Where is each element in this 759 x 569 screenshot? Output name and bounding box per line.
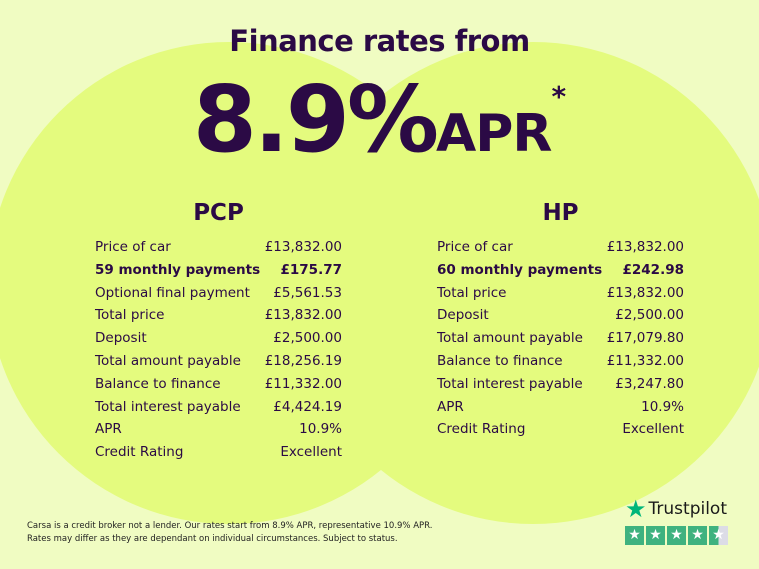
table-row: Total interest payable £3,247.80 xyxy=(437,373,684,396)
table-row: Credit Rating Excellent xyxy=(437,418,684,441)
table-row: Price of car £13,832.00 xyxy=(95,236,342,259)
pcp-heading: PCP xyxy=(193,200,244,226)
row-value: Excellent xyxy=(622,421,684,438)
table-row: Deposit £2,500.00 xyxy=(437,304,684,327)
row-label: Balance to finance xyxy=(437,352,563,369)
row-label: Deposit xyxy=(437,307,489,324)
row-value: £3,247.80 xyxy=(615,375,684,392)
row-value: £13,832.00 xyxy=(606,239,684,255)
trustpilot-logo: ★ Trustpilot xyxy=(625,495,728,523)
row-value: 10.9% xyxy=(299,421,342,438)
row-value: £4,424.19 xyxy=(273,398,342,415)
row-label: Price of car xyxy=(437,239,513,255)
headline-rate: 8.9%APR* xyxy=(0,66,759,173)
row-value: £175.77 xyxy=(280,261,343,278)
disclaimer-line-2: Rates may differ as they are dependant o… xyxy=(27,534,398,544)
row-label: Total interest payable xyxy=(437,375,583,392)
row-label: APR xyxy=(95,421,122,438)
table-row: Total amount payable £18,256.19 xyxy=(95,350,342,373)
row-value: £11,332.00 xyxy=(264,375,342,392)
row-label: Credit Rating xyxy=(95,444,184,461)
rating-star-icon: ★ xyxy=(667,526,686,545)
table-row: Balance to finance £11,332.00 xyxy=(95,373,342,396)
headline: Finance rates from xyxy=(229,24,530,58)
table-row: Price of car £13,832.00 xyxy=(437,236,684,259)
apr-label: APR xyxy=(436,104,552,164)
row-label: Total interest payable xyxy=(95,398,241,415)
row-value: Excellent xyxy=(280,444,342,461)
row-label: Balance to finance xyxy=(95,375,221,392)
row-value: £11,332.00 xyxy=(606,352,684,369)
background-circle-right xyxy=(292,42,759,524)
row-label: Price of car xyxy=(95,239,171,255)
trustpilot-rating: ★ ★ ★ ★ ★ xyxy=(625,526,728,545)
disclaimer-line-1: Carsa is a credit broker not a lender. O… xyxy=(27,521,433,531)
table-row: Optional final payment £5,561.53 xyxy=(95,282,342,305)
row-value: £13,832.00 xyxy=(264,239,342,255)
row-value: £2,500.00 xyxy=(273,330,342,347)
table-row: 60 monthly payments £242.98 xyxy=(437,259,684,282)
rating-star-icon: ★ xyxy=(709,526,728,545)
trustpilot-star-icon: ★ xyxy=(625,495,647,523)
row-label: Deposit xyxy=(95,330,147,347)
asterisk: * xyxy=(551,80,567,113)
row-value: £17,079.80 xyxy=(606,330,684,347)
pcp-table: PCP Price of car £13,832.00 59 monthly pay… xyxy=(95,200,342,464)
row-value: £13,832.00 xyxy=(264,307,342,324)
row-label: 60 monthly payments xyxy=(437,261,603,278)
row-value: £242.98 xyxy=(622,261,685,278)
hp-heading: HP xyxy=(542,200,579,226)
table-row: Credit Rating Excellent xyxy=(95,441,342,464)
row-label: Total amount payable xyxy=(95,352,241,369)
table-row: APR 10.9% xyxy=(437,396,684,419)
table-row: 59 monthly payments £175.77 xyxy=(95,259,342,282)
table-row: Total amount payable £17,079.80 xyxy=(437,327,684,350)
row-value: £2,500.00 xyxy=(615,307,684,324)
table-row: Deposit £2,500.00 xyxy=(95,327,342,350)
row-value: 10.9% xyxy=(641,398,684,415)
row-value: £13,832.00 xyxy=(606,284,684,301)
row-value: £5,561.53 xyxy=(273,284,342,301)
table-row: Total interest payable £4,424.19 xyxy=(95,396,342,419)
row-label: Total price xyxy=(95,307,165,324)
rating-star-icon: ★ xyxy=(625,526,644,545)
row-label: Optional final payment xyxy=(95,284,250,301)
row-label: Credit Rating xyxy=(437,421,526,438)
trustpilot-name: Trustpilot xyxy=(648,499,727,519)
table-row: Total price £13,832.00 xyxy=(95,304,342,327)
hp-table: HP Price of car £13,832.00 60 monthly paym… xyxy=(437,200,684,441)
row-value: £18,256.19 xyxy=(264,352,342,369)
table-row: APR 10.9% xyxy=(95,418,342,441)
trustpilot-badge: ★ Trustpilot ★ ★ ★ ★ ★ xyxy=(625,495,728,545)
rating-star-icon: ★ xyxy=(688,526,707,545)
rate-value: 8.9% xyxy=(192,66,439,173)
disclaimer: Carsa is a credit broker not a lender. O… xyxy=(27,520,432,546)
row-label: Total price xyxy=(437,284,507,301)
row-label: Total amount payable xyxy=(437,330,583,347)
table-row: Balance to finance £11,332.00 xyxy=(437,350,684,373)
rating-star-icon: ★ xyxy=(646,526,665,545)
row-label: 59 monthly payments xyxy=(95,261,261,278)
table-row: Total price £13,832.00 xyxy=(437,282,684,305)
row-label: APR xyxy=(437,398,464,415)
